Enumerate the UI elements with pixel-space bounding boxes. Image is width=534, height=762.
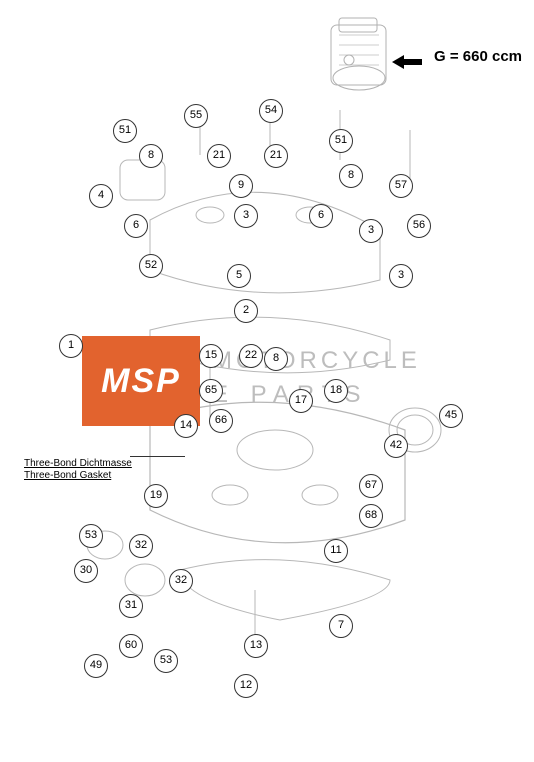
callout-21: 21 <box>207 144 231 168</box>
callout-3: 3 <box>389 264 413 288</box>
gasket-compound-note: Three-Bond Dichtmasse Three-Bond Gasket <box>24 458 132 482</box>
callout-55: 55 <box>184 104 208 128</box>
callout-4: 4 <box>89 184 113 208</box>
callout-42: 42 <box>384 434 408 458</box>
callout-6: 6 <box>309 204 333 228</box>
callout-21: 21 <box>264 144 288 168</box>
callout-9: 9 <box>229 174 253 198</box>
callout-31: 31 <box>119 594 143 618</box>
callout-13: 13 <box>244 634 268 658</box>
callout-53: 53 <box>154 649 178 673</box>
callout-49: 49 <box>84 654 108 678</box>
callout-3: 3 <box>359 219 383 243</box>
callout-6: 6 <box>124 214 148 238</box>
callout-2: 2 <box>234 299 258 323</box>
callout-56: 56 <box>407 214 431 238</box>
callout-8: 8 <box>264 347 288 371</box>
callout-14: 14 <box>174 414 198 438</box>
callout-53: 53 <box>79 524 103 548</box>
callout-67: 67 <box>359 474 383 498</box>
callout-18: 18 <box>324 379 348 403</box>
callout-8: 8 <box>139 144 163 168</box>
callout-19: 19 <box>144 484 168 508</box>
note-line-2: Three-Bond Gasket <box>24 470 132 482</box>
callout-51: 51 <box>329 129 353 153</box>
exploded-view-illustration <box>60 100 480 650</box>
callout-51: 51 <box>113 119 137 143</box>
callout-45: 45 <box>439 404 463 428</box>
callout-52: 52 <box>139 254 163 278</box>
callout-11: 11 <box>324 539 348 563</box>
callout-12: 12 <box>234 674 258 698</box>
callout-8: 8 <box>339 164 363 188</box>
callout-66: 66 <box>209 409 233 433</box>
callout-22: 22 <box>239 344 263 368</box>
callout-68: 68 <box>359 504 383 528</box>
callout-54: 54 <box>259 99 283 123</box>
callout-65: 65 <box>199 379 223 403</box>
callout-30: 30 <box>74 559 98 583</box>
thumbnail-arrow-icon <box>392 55 422 69</box>
callout-15: 15 <box>199 344 223 368</box>
callout-32: 32 <box>129 534 153 558</box>
callout-32: 32 <box>169 569 193 593</box>
callout-60: 60 <box>119 634 143 658</box>
callout-7: 7 <box>329 614 353 638</box>
callout-57: 57 <box>389 174 413 198</box>
diagram-canvas: G = 660 ccm Three-Bond Dichtm <box>0 0 534 762</box>
callout-5: 5 <box>227 264 251 288</box>
callout-1: 1 <box>59 334 83 358</box>
callout-3: 3 <box>234 204 258 228</box>
note-line-1: Three-Bond Dichtmasse <box>24 458 132 469</box>
note-leader-line <box>130 456 185 457</box>
callout-17: 17 <box>289 389 313 413</box>
thumbnail-label: G = 660 ccm <box>434 48 522 65</box>
